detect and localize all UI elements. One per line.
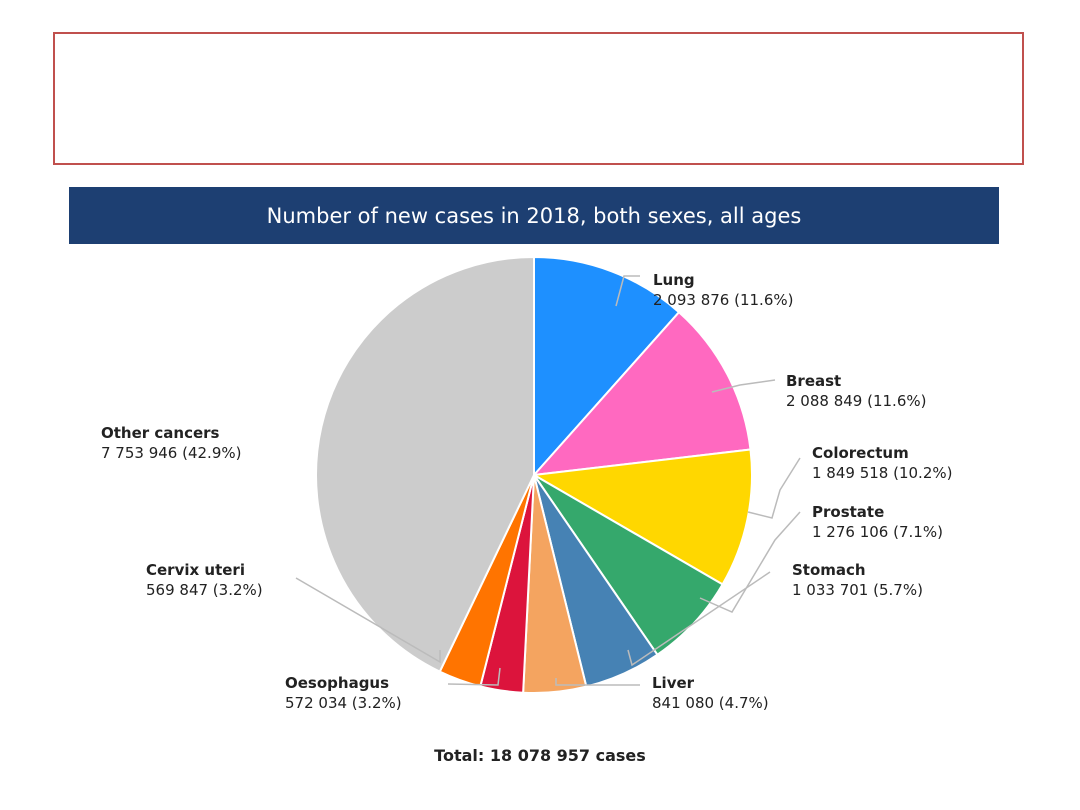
connector-line	[711, 379, 776, 393]
slice-label-value: 1 033 701 (5.7%)	[792, 581, 923, 599]
connector-line	[699, 511, 801, 613]
slice-label-value: 1 849 518 (10.2%)	[812, 464, 952, 482]
total-label: Total: 18 078 957 cases	[434, 746, 646, 765]
slice-label-name: Cervix uteri	[146, 561, 245, 579]
connector-line	[295, 577, 441, 664]
empty-textbox	[53, 32, 1024, 165]
pie-slice-breast	[531, 310, 752, 477]
connector-line	[555, 678, 640, 686]
chart-title: Number of new cases in 2018, both sexes,…	[69, 187, 999, 244]
slice-label-value: 572 034 (3.2%)	[285, 694, 402, 712]
slice-label-name: Stomach	[792, 561, 866, 579]
connector-line	[747, 457, 801, 519]
connector-line	[627, 571, 771, 667]
slice-label-name: Lung	[653, 271, 695, 289]
connector-line	[615, 275, 640, 307]
pie-slice-lung	[533, 255, 681, 478]
slice-label-value: 841 080 (4.7%)	[652, 694, 769, 712]
slice-label-value: 2 088 849 (11.6%)	[786, 392, 926, 410]
slice-label-value: 569 847 (3.2%)	[146, 581, 263, 599]
slice-label-name: Oesophagus	[285, 674, 389, 692]
slice-label-name: Prostate	[812, 503, 884, 521]
connector-line	[447, 667, 501, 686]
slice-label-name: Liver	[652, 674, 695, 692]
pie-slice-colorectum	[530, 448, 753, 586]
slice-label-name: Breast	[786, 372, 841, 390]
slice-label-name: Colorectum	[812, 444, 909, 462]
slice-label-value: 2 093 876 (11.6%)	[653, 291, 793, 309]
slice-label-name: Other cancers	[101, 424, 220, 442]
slice-label-value: 7 753 946 (42.9%)	[101, 444, 241, 462]
slice-label-value: 1 276 106 (7.1%)	[812, 523, 943, 541]
